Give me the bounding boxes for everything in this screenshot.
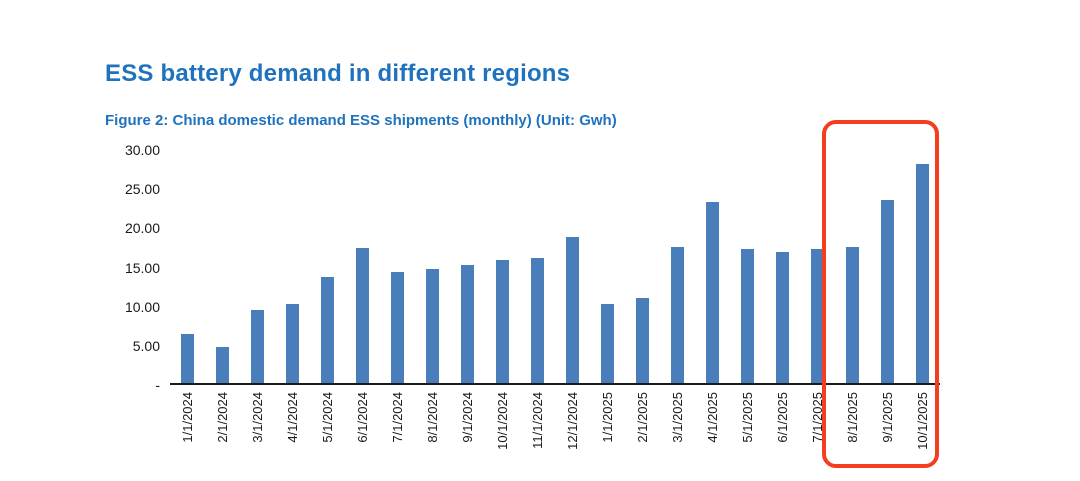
bar — [461, 264, 474, 383]
bar — [531, 257, 544, 383]
x-axis-label: 4/1/2024 — [285, 392, 300, 443]
y-tick-label: 10.00 — [124, 298, 160, 315]
x-axis-label: 3/1/2025 — [670, 392, 685, 443]
x-axis-label: 3/1/2024 — [250, 392, 265, 443]
x-axis-label: 2/1/2024 — [215, 392, 230, 443]
y-tick-label: 20.00 — [124, 220, 160, 237]
x-axis-label: 7/1/2024 — [390, 392, 405, 443]
x-axis-label: 4/1/2025 — [705, 392, 720, 443]
figure-caption: Figure 2: China domestic demand ESS ship… — [105, 112, 617, 129]
bars — [170, 150, 940, 383]
bar — [671, 247, 684, 383]
highlight-box — [822, 120, 939, 468]
bar — [496, 260, 509, 383]
x-axis-label: 5/1/2024 — [320, 392, 335, 443]
y-tick-label: 5.00 — [132, 337, 160, 354]
y-axis: 30.00 25.00 20.00 15.00 10.00 5.00 - — [95, 142, 160, 393]
bar — [251, 310, 264, 383]
x-axis-label: 6/1/2025 — [775, 392, 790, 443]
x-axis-label: 5/1/2025 — [740, 392, 755, 443]
x-axis-label: 2/1/2025 — [635, 392, 650, 443]
bar — [776, 252, 789, 383]
bar — [181, 334, 194, 383]
bar — [356, 248, 369, 383]
y-tick-label: 15.00 — [124, 259, 160, 276]
x-axis-label: 12/1/2024 — [565, 392, 580, 450]
plot-area — [170, 150, 940, 385]
bar — [321, 277, 334, 383]
bar — [426, 268, 439, 383]
bar — [636, 298, 649, 383]
x-axis-label: 1/1/2025 — [600, 392, 615, 443]
page-title: ESS battery demand in different regions — [105, 60, 571, 87]
x-axis-label: 1/1/2024 — [180, 392, 195, 443]
bar — [811, 249, 824, 383]
bar — [846, 247, 859, 383]
x-axis-label: 8/1/2024 — [425, 392, 440, 443]
bar — [881, 200, 894, 383]
bar — [706, 202, 719, 383]
bar — [916, 163, 929, 383]
bar — [601, 303, 614, 383]
y-tick-label: - — [155, 377, 160, 393]
x-axis-label: 11/1/2024 — [530, 392, 545, 449]
bar — [216, 346, 229, 383]
x-axis-label: 10/1/2024 — [495, 392, 510, 450]
bar — [286, 303, 299, 383]
y-tick-label: 25.00 — [124, 181, 160, 198]
bar — [391, 271, 404, 383]
bar — [566, 236, 579, 383]
x-axis-label: 6/1/2024 — [355, 392, 370, 443]
y-tick-label: 30.00 — [124, 142, 160, 158]
bar — [741, 249, 754, 383]
x-axis-label: 9/1/2024 — [460, 392, 475, 443]
